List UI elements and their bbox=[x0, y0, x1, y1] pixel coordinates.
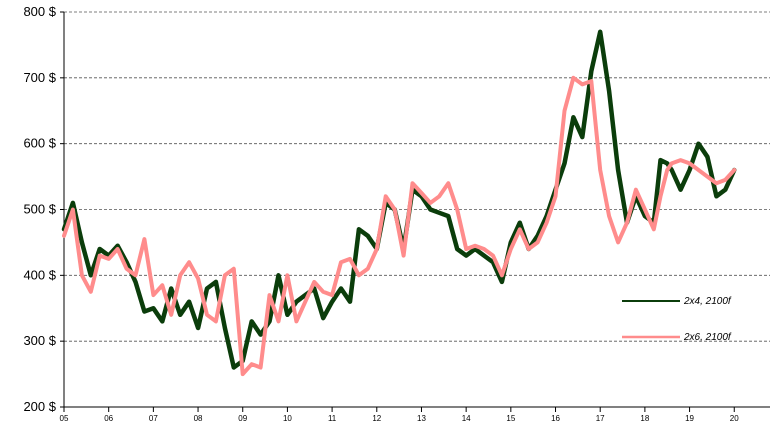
x-tick-label: 15 bbox=[506, 414, 515, 423]
x-tick-label: 14 bbox=[462, 414, 471, 423]
x-tick-label: 07 bbox=[149, 414, 158, 423]
legend: 2x4, 2100f 2x6, 2100f bbox=[622, 296, 732, 343]
series-line-2 bbox=[62, 75, 737, 377]
y-tick-label: 600 $ bbox=[23, 136, 56, 151]
x-tick-label: 16 bbox=[551, 414, 560, 423]
x-tick-label: 09 bbox=[238, 414, 247, 423]
x-tick-label: 05 bbox=[60, 414, 69, 423]
legend-label-1: 2x4, 2100f bbox=[683, 296, 732, 307]
x-tick-label: 08 bbox=[194, 414, 203, 423]
y-tick-label: 300 $ bbox=[23, 333, 56, 348]
axes: 200 $ 300 $ 400 $ 500 $ 600 $ 700 $ 800 $ 05 06 0… bbox=[23, 4, 770, 423]
x-tick-label: 13 bbox=[417, 414, 426, 423]
legend-label-2: 2x6, 2100f bbox=[683, 332, 732, 343]
y-tick-label: 700 $ bbox=[23, 70, 56, 85]
y-tick-label: 500 $ bbox=[23, 202, 56, 217]
y-tick-label: 200 $ bbox=[23, 399, 56, 414]
x-tick-label: 06 bbox=[104, 414, 113, 423]
x-tick-label: 18 bbox=[640, 414, 649, 423]
x-tick-label: 19 bbox=[685, 414, 694, 423]
x-tick-label: 11 bbox=[328, 414, 337, 423]
x-tick-label: 10 bbox=[283, 414, 292, 423]
x-tick-label: 20 bbox=[730, 414, 739, 423]
y-tick-label: 800 $ bbox=[23, 4, 56, 19]
x-tick-label: 17 bbox=[596, 414, 605, 423]
series-lines bbox=[61, 29, 737, 377]
x-tick-label: 12 bbox=[372, 414, 381, 423]
y-tick-label: 400 $ bbox=[23, 267, 56, 282]
